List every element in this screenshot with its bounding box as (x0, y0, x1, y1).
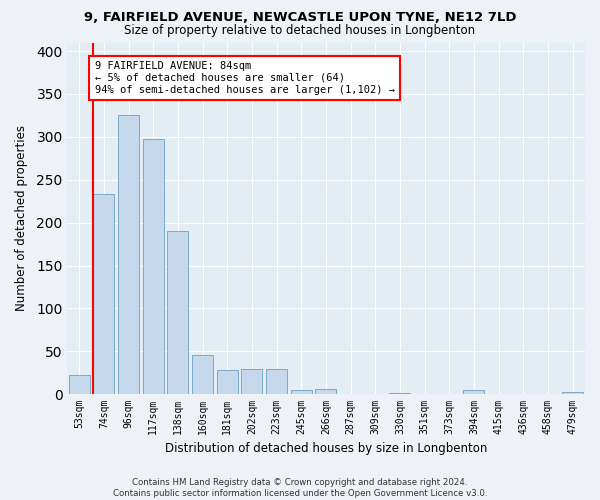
Bar (562, 392, 583, 394)
Bar (217, 370, 238, 394)
Text: Size of property relative to detached houses in Longbenton: Size of property relative to detached ho… (124, 24, 476, 37)
X-axis label: Distribution of detached houses by size in Longbenton: Distribution of detached houses by size … (165, 442, 487, 455)
Bar (192, 355, 213, 394)
Y-axis label: Number of detached properties: Number of detached properties (15, 126, 28, 312)
Bar (167, 231, 188, 394)
Bar (291, 390, 312, 394)
Bar (69, 376, 89, 394)
Bar (463, 390, 484, 394)
Text: 9 FAIRFIELD AVENUE: 84sqm
← 5% of detached houses are smaller (64)
94% of semi-d: 9 FAIRFIELD AVENUE: 84sqm ← 5% of detach… (95, 62, 395, 94)
Bar (94, 194, 115, 394)
Text: 9, FAIRFIELD AVENUE, NEWCASTLE UPON TYNE, NE12 7LD: 9, FAIRFIELD AVENUE, NEWCASTLE UPON TYNE… (84, 11, 516, 24)
Bar (143, 138, 164, 394)
Bar (118, 116, 139, 394)
Bar (316, 389, 337, 394)
Bar (266, 368, 287, 394)
Text: Contains HM Land Registry data © Crown copyright and database right 2024.
Contai: Contains HM Land Registry data © Crown c… (113, 478, 487, 498)
Bar (241, 370, 262, 394)
